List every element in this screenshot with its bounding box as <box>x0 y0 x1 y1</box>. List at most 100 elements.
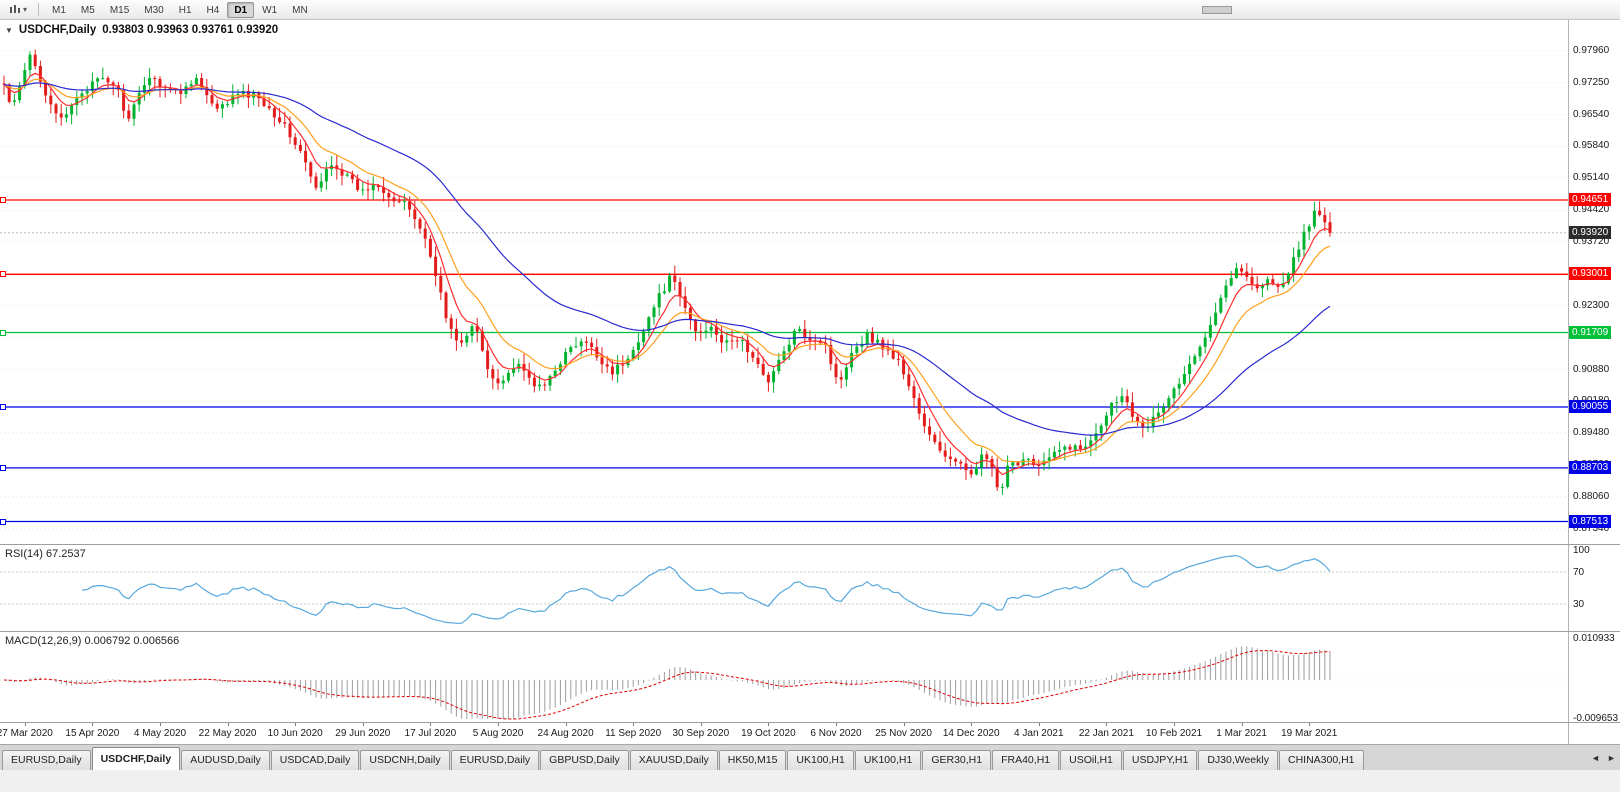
timeframe-buttons: M1 M5 M15 M30 H1 H4 D1 W1 MN <box>45 1 315 18</box>
time-axis-label: 15 Apr 2020 <box>65 728 120 739</box>
price-axis-label: 0.88060 <box>1573 490 1610 502</box>
macd-indicator-panel: MACD(12,26,9) 0.006792 0.006566 0.010933… <box>0 631 1620 724</box>
chart-tab-usdchf-daily[interactable]: USDCHF,Daily <box>91 747 181 771</box>
timeframe-button-w1[interactable]: W1 <box>262 4 278 16</box>
chart-tab-usdcad-daily[interactable]: USDCAD,Daily <box>270 750 360 771</box>
time-axis-label: 14 Dec 2020 <box>942 728 1000 739</box>
chart-tab-gbpusd-daily[interactable]: GBPUSD,Daily <box>540 750 629 771</box>
rsi-canvas[interactable] <box>0 545 1568 631</box>
chart-tab-uk100-h1[interactable]: UK100,H1 <box>787 750 854 771</box>
time-axis-label: 30 Sep 2020 <box>672 728 730 739</box>
chart-tab-usdcnh-daily[interactable]: USDCNH,Daily <box>360 750 450 771</box>
level-line-anchor[interactable] <box>0 197 6 203</box>
price-axis-label: 0.94420 <box>1573 204 1610 216</box>
macd-axis-separator <box>1568 632 1569 722</box>
time-axis-label: 19 Mar 2021 <box>1281 728 1338 739</box>
tab-scroll-arrows: ◄ ► <box>1589 751 1618 765</box>
macd-label: MACD(12,26,9) 0.006792 0.006566 <box>5 635 180 647</box>
level-line-anchor[interactable] <box>0 404 6 411</box>
timeframe-toolbar: ▾ M1 M5 M15 M30 H1 H4 D1 W1 MN <box>0 0 1620 20</box>
chart-tab-eurusd-daily[interactable]: EURUSD,Daily <box>450 750 540 771</box>
chart-ohlc-values: 0.93803 0.93963 0.93761 0.93920 <box>102 24 279 36</box>
level-price-tag: 0.94651 <box>1569 193 1612 206</box>
level-line-anchor[interactable] <box>0 329 6 336</box>
time-axis[interactable]: 27 Mar 2020 15 Apr 2020 4 May 2020 22 May 2… <box>0 722 1620 744</box>
level-line-anchor[interactable] <box>0 464 6 471</box>
level-price-tag: 0.90055 <box>1569 400 1612 414</box>
time-axis-tick <box>1174 723 1175 726</box>
time-axis-tick <box>227 723 229 726</box>
price-axis-label: 0.87340 <box>1573 523 1610 535</box>
time-axis-separator <box>1568 723 1569 744</box>
tab-scroll-left-button[interactable]: ◄ <box>1591 753 1600 763</box>
time-axis-tick <box>430 723 432 726</box>
rsi-indicator-panel: RSI(14) 67.2537 100 70 30 <box>0 544 1620 631</box>
timeframe-button-m1[interactable]: M1 <box>52 4 66 16</box>
time-axis-label: 5 Aug 2020 <box>472 728 524 739</box>
price-axis-label: 0.97960 <box>1573 44 1610 56</box>
level-price-tag: 0.87513 <box>1569 514 1612 528</box>
time-axis-tick <box>92 723 94 726</box>
timeframe-button-m5[interactable]: M5 <box>80 4 95 16</box>
rsi-axis-label: 100 <box>1573 545 1590 556</box>
time-axis-tick <box>24 723 26 726</box>
level-line-anchor[interactable] <box>0 271 6 278</box>
macd-axis-label: 0.010933 <box>1573 632 1615 644</box>
time-axis-label: 10 Jun 2020 <box>267 728 323 739</box>
time-axis-label: 29 Jun 2020 <box>335 728 391 739</box>
time-axis-tick <box>971 723 973 726</box>
time-axis-label: 1 Mar 2021 <box>1216 728 1267 739</box>
candlestick-chart-icon <box>10 5 20 13</box>
rsi-axis-label: 70 <box>1573 567 1585 578</box>
toolbar-separator <box>38 3 40 16</box>
time-axis-tick <box>295 723 297 726</box>
price-axis-label: 0.97250 <box>1573 76 1610 88</box>
chart-title: ▼ USDCHF,Daily 0.93803 0.93963 0.93761 0… <box>5 24 278 36</box>
chart-tab-bar: EURUSD,Daily USDCHF,Daily AUDUSD,Daily USDC… <box>0 744 1620 771</box>
time-axis-tick <box>1241 723 1243 726</box>
macd-canvas[interactable] <box>0 632 1568 722</box>
time-axis-label: 6 Nov 2020 <box>810 728 862 739</box>
tab-scroll-right-button[interactable]: ► <box>1607 753 1616 763</box>
chart-tab-china300-h1[interactable]: CHINA300,H1 <box>1278 750 1364 771</box>
timeframe-button-h1[interactable]: H1 <box>178 4 192 16</box>
rsi-axis-label: 30 <box>1573 599 1585 610</box>
price-chart-canvas[interactable] <box>0 20 1568 544</box>
chart-tab-audusd-daily[interactable]: AUDUSD,Daily <box>181 750 270 771</box>
chart-tab-ger30-h1[interactable]: GER30,H1 <box>922 750 992 771</box>
time-axis-label: 27 Mar 2020 <box>0 728 53 739</box>
time-axis-tick <box>1038 723 1040 726</box>
price-axis-label: 0.95140 <box>1573 171 1610 183</box>
time-axis-label: 4 May 2020 <box>133 728 187 739</box>
macd-axis-label: -0.009653 <box>1573 712 1619 724</box>
timeframe-button-d1[interactable]: D1 <box>227 1 255 18</box>
price-axis-label: 0.90880 <box>1573 363 1610 375</box>
time-axis-label: 25 Nov 2020 <box>875 728 932 739</box>
time-axis-label: 22 May 2020 <box>198 728 257 739</box>
timeframe-button-m15[interactable]: M15 <box>109 4 130 16</box>
level-price-tag: 0.93001 <box>1569 267 1612 281</box>
timeframe-button-h4[interactable]: H4 <box>206 4 220 16</box>
level-price-tag: 0.91709 <box>1569 325 1612 339</box>
chart-menu-icon[interactable]: ▼ <box>5 25 13 35</box>
level-line-anchor[interactable] <box>0 518 6 525</box>
timeframe-button-mn[interactable]: MN <box>292 4 308 16</box>
timeframe-button-m30[interactable]: M30 <box>144 4 164 16</box>
chart-tab-usdjpy-h1[interactable]: USDJPY,H1 <box>1122 750 1198 771</box>
time-axis-label: 24 Aug 2020 <box>537 728 594 739</box>
chart-tab-eurusd-daily[interactable]: EURUSD,Daily <box>2 750 91 771</box>
chart-hscroll-thumb[interactable] <box>1202 6 1232 14</box>
chart-tab-dj30-weekly[interactable]: DJ30,Weekly <box>1198 750 1278 771</box>
chart-tab-xauusd-daily[interactable]: XAUUSD,Daily <box>629 750 718 771</box>
price-axis-label: 0.96540 <box>1573 108 1610 120</box>
price-chart-panel: ▼ USDCHF,Daily 0.93803 0.93963 0.93761 0… <box>0 20 1620 544</box>
price-axis-label: 0.89480 <box>1573 426 1610 438</box>
chart-tab-uk100-h1[interactable]: UK100,H1 <box>854 750 922 771</box>
rsi-axis-separator <box>1568 545 1569 631</box>
chart-tab-fra40-h1[interactable]: FRA40,H1 <box>992 750 1060 771</box>
chart-tab-hk50-m15[interactable]: HK50,M15 <box>718 750 787 771</box>
chart-symbol: USDCHF,Daily <box>18 24 97 36</box>
chart-tab-usoil-h1[interactable]: USOil,H1 <box>1060 750 1122 771</box>
chart-type-button[interactable]: ▾ <box>4 2 32 18</box>
